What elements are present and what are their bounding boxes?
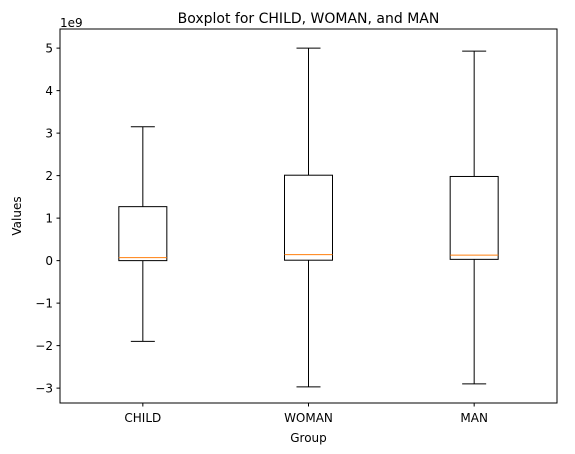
y-tick-label: 5	[45, 42, 53, 56]
y-tick-label: 4	[45, 84, 53, 98]
y-axis-label: Values	[10, 196, 24, 235]
y-tick-label: 3	[45, 127, 53, 141]
y-tick-label: −3	[35, 382, 53, 396]
y-tick-label: 2	[45, 169, 53, 183]
box-group	[118, 47, 499, 388]
y-tick-label: 1	[45, 212, 53, 226]
axis-ticks: −3 −2 −1 0 1 2 3 4 5 CHILD WOMAN MAN	[35, 42, 488, 425]
box-man	[449, 50, 499, 385]
iqr-box	[118, 206, 168, 262]
iqr-box	[284, 174, 333, 261]
y-tick-label: 0	[45, 254, 53, 268]
iqr-box	[449, 175, 499, 260]
y-tick-label: −2	[35, 339, 53, 353]
chart-title: Boxplot for CHILD, WOMAN, and MAN	[178, 11, 440, 27]
x-tick-label: WOMAN	[284, 411, 333, 425]
box-child	[118, 126, 168, 342]
y-offset-label: 1e9	[60, 16, 83, 30]
y-tick-label: −1	[35, 297, 53, 311]
x-tick-label: CHILD	[124, 411, 161, 425]
x-tick-label: MAN	[460, 411, 488, 425]
box-woman	[284, 47, 333, 388]
x-axis-label: Group	[290, 431, 327, 445]
